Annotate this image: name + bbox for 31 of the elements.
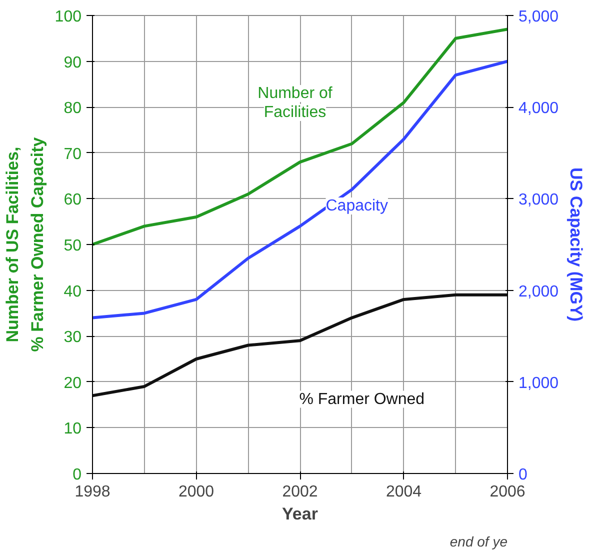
line-series (92, 28, 508, 246)
y-tick-label: 60 (64, 192, 82, 209)
series-label: Number of Facilities (258, 85, 333, 122)
text: % Farmer Owned (299, 390, 425, 408)
y-tick-label: 100 (54, 8, 82, 26)
x-tick-label: 2002 (282, 484, 318, 500)
x-tick-label: 2000 (178, 484, 214, 500)
x-tick-label: 2006 (490, 484, 526, 500)
y-axis-title: Number of US Facilities, % Farmer Owned Capacity (3, 136, 47, 352)
y-tick-label: 10 (64, 420, 82, 438)
y-tick-label: 20 (64, 374, 82, 392)
y-tick-label: 70 (64, 146, 82, 163)
text: end of ye (450, 534, 508, 550)
y2-tick-label: 5,000 (518, 8, 559, 26)
y2-tick-label: 2,000 (518, 283, 559, 300)
y-tick-label: 40 (64, 283, 82, 300)
y2-tick-label: 0 (518, 466, 528, 484)
x-tick-label: 1998 (74, 484, 110, 500)
y-tick-label: 50 (64, 238, 82, 254)
series-label: Capacity (326, 198, 388, 215)
y-tick-label: 90 (64, 54, 82, 72)
y-tick-label: 80 (64, 100, 82, 118)
y2-tick-label: 4,000 (518, 100, 559, 118)
y-tick-label: 0 (72, 466, 82, 484)
x-tick-label: 2004 (386, 484, 422, 500)
line-series (92, 60, 508, 320)
x-axis-title: Year (282, 504, 318, 524)
y2-tick-label: 1,000 (518, 374, 559, 392)
y2-axis-title: US Capacity (MGY) (566, 168, 586, 322)
y2-tick-label: 3,000 (518, 192, 559, 209)
y-tick-label: 30 (64, 329, 82, 346)
